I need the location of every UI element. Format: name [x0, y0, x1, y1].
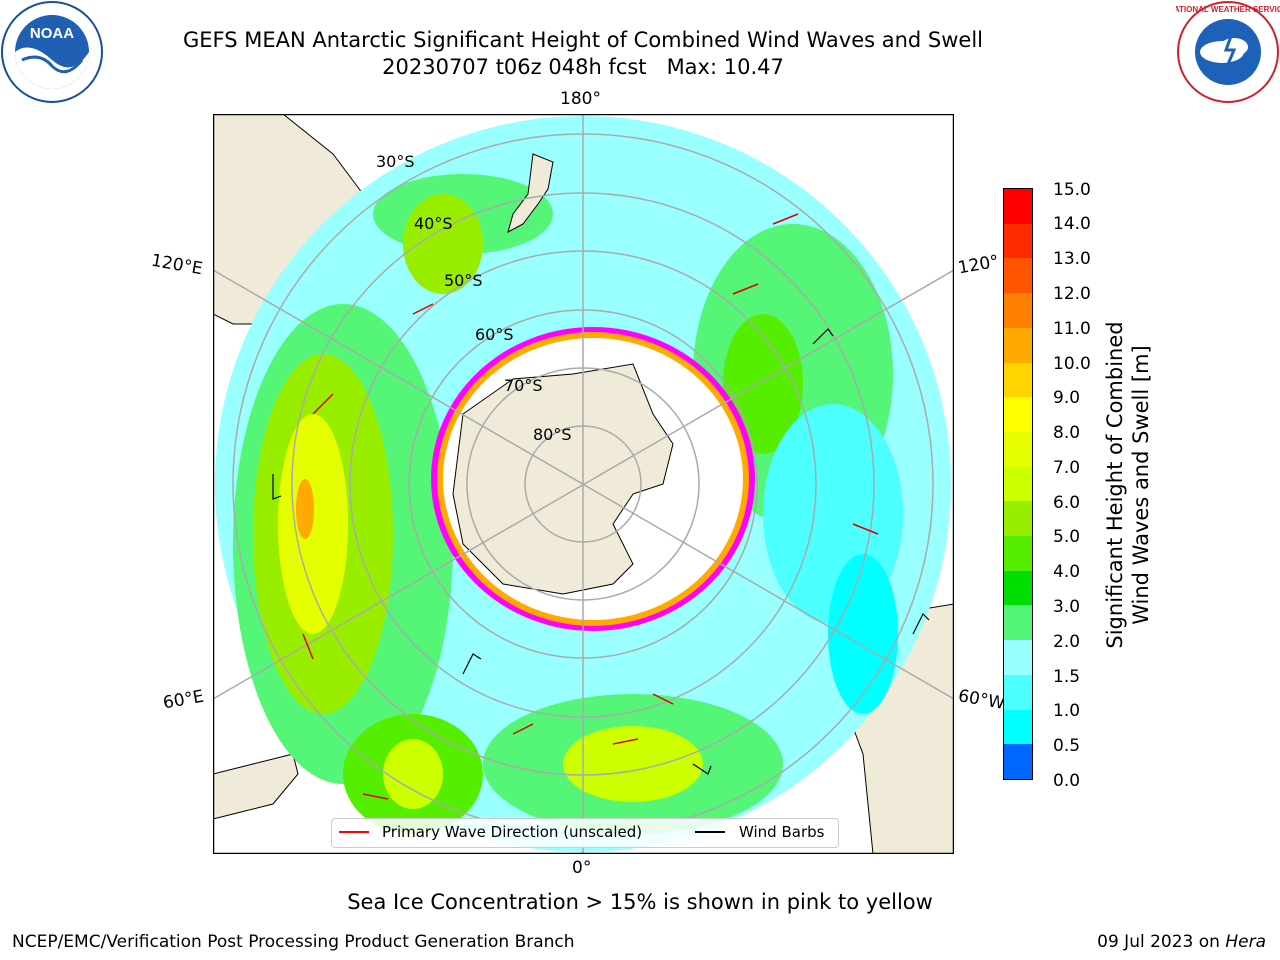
date-line: 09 Jul 2023 on Hera: [1097, 932, 1266, 952]
colorbar-band: [1004, 709, 1032, 745]
colorbar-tick: 7.0: [1053, 458, 1081, 478]
lon-label-60w: 60°W: [956, 686, 1007, 714]
colorbar-band: [1004, 189, 1032, 224]
credit-line: NCEP/EMC/Verification Post Processing Pr…: [12, 932, 575, 952]
colorbar-tick: 0.5: [1053, 736, 1081, 756]
machine-name: Hera: [1225, 932, 1266, 952]
nws-logo: NATIONAL WEATHER SERVICE: [1176, 1, 1280, 103]
lon-label-0: 0°: [572, 858, 592, 878]
colorbar-tick: 5.0: [1053, 527, 1081, 547]
legend: Primary Wave Direction (unscaled) Wind B…: [331, 818, 839, 848]
chart-subtitle: 20230707 t06z 048h fcst Max: 10.47: [382, 55, 784, 79]
colorbar-tick: 0.0: [1053, 771, 1081, 791]
colorbar-tick: 8.0: [1053, 423, 1081, 443]
colorbar-band: [1004, 605, 1032, 641]
colorbar-band: [1004, 501, 1032, 537]
wave-legend-label: Primary Wave Direction (unscaled): [382, 823, 643, 841]
wave-legend-swatch: [339, 831, 369, 833]
lat-label-50s: 50°S: [444, 271, 483, 290]
colorbar-tick: 9.0: [1053, 388, 1081, 408]
colorbar-band: [1004, 327, 1032, 363]
noaa-logo: NOAA: [1, 1, 103, 103]
wind-barbs: [272, 328, 930, 775]
lat-label-60s: 60°S: [475, 325, 514, 344]
colorbar-band: [1004, 397, 1032, 432]
colorbar-tick: 6.0: [1053, 493, 1081, 513]
colorbar-band: [1004, 293, 1032, 328]
colorbar-band: [1004, 431, 1032, 467]
lat-label-80s: 80°S: [533, 425, 572, 444]
colorbar-band: [1004, 744, 1032, 779]
colorbar-tick: 2.0: [1053, 632, 1081, 652]
colorbar-tick: 12.0: [1053, 284, 1091, 304]
new-zealand-land: [507, 153, 554, 233]
svg-text:NATIONAL WEATHER SERVICE: NATIONAL WEATHER SERVICE: [1176, 5, 1280, 14]
colorbar-band: [1004, 640, 1032, 675]
colorbar-tick: 15.0: [1053, 180, 1091, 200]
lon-label-60e: 60°E: [161, 686, 206, 714]
colorbar-tick: 1.0: [1053, 701, 1081, 721]
colorbar-tick: 10.0: [1053, 354, 1091, 374]
colorbar-band: [1004, 536, 1032, 571]
colorbar-tick: 1.5: [1053, 667, 1081, 687]
lon-label-120e: 120°E: [149, 250, 205, 280]
colorbar-tick: 14.0: [1053, 214, 1091, 234]
colorbar-title-line2: Wind Waves and Swell [m]: [1129, 345, 1153, 625]
colorbar-tick: 3.0: [1053, 597, 1081, 617]
barb-legend-swatch: [695, 831, 725, 833]
colorbar-band: [1004, 362, 1032, 398]
colorbar: [1003, 188, 1033, 780]
colorbar-tick: 4.0: [1053, 562, 1081, 582]
colorbar-band: [1004, 223, 1032, 259]
africa-land: [213, 753, 299, 820]
svg-text:NOAA: NOAA: [30, 25, 74, 42]
barb-legend-label: Wind Barbs: [739, 823, 825, 841]
lat-label-30s: 30°S: [376, 152, 415, 171]
colorbar-band: [1004, 570, 1032, 606]
lat-label-70s: 70°S: [504, 376, 543, 395]
colorbar-band: [1004, 258, 1032, 294]
wave-direction-arrows: [302, 213, 879, 800]
colorbar-title: Significant Height of Combined Wind Wave…: [1102, 185, 1154, 785]
colorbar-band: [1004, 674, 1032, 710]
polar-map: [213, 114, 954, 854]
chart-title: GEFS MEAN Antarctic Significant Height o…: [182, 28, 984, 52]
colorbar-tick: 13.0: [1053, 249, 1091, 269]
date-text: 09 Jul 2023 on: [1097, 932, 1226, 952]
lat-label-40s: 40°S: [414, 214, 453, 233]
lon-label-180: 180°: [560, 89, 601, 109]
lon-label-120w: 120°: [956, 251, 1001, 279]
colorbar-band: [1004, 466, 1032, 502]
colorbar-tick: 11.0: [1053, 319, 1091, 339]
sea-ice-note: Sea Ice Concentration > 15% is shown in …: [347, 890, 933, 914]
colorbar-title-line1: Significant Height of Combined: [1103, 321, 1127, 649]
